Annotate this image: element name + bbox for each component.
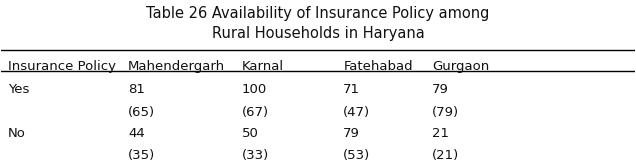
Text: 44: 44 — [128, 127, 145, 140]
Text: (67): (67) — [242, 106, 269, 119]
Text: Gurgaon: Gurgaon — [432, 60, 489, 73]
Text: 100: 100 — [242, 83, 267, 96]
Text: (79): (79) — [432, 106, 459, 119]
Text: (35): (35) — [128, 149, 155, 162]
Text: Yes: Yes — [8, 83, 29, 96]
Text: 71: 71 — [343, 83, 361, 96]
Text: 79: 79 — [432, 83, 449, 96]
Text: Insurance Policy: Insurance Policy — [8, 60, 116, 73]
Text: (33): (33) — [242, 149, 269, 162]
Text: 50: 50 — [242, 127, 259, 140]
Text: (53): (53) — [343, 149, 371, 162]
Text: Table 26 Availability of Insurance Policy among
Rural Households in Haryana: Table 26 Availability of Insurance Polic… — [146, 6, 490, 41]
Text: Mahendergarh: Mahendergarh — [128, 60, 225, 73]
Text: No: No — [8, 127, 25, 140]
Text: (21): (21) — [432, 149, 459, 162]
Text: Fatehabad: Fatehabad — [343, 60, 413, 73]
Text: 81: 81 — [128, 83, 145, 96]
Text: Karnal: Karnal — [242, 60, 284, 73]
Text: 79: 79 — [343, 127, 360, 140]
Text: 21: 21 — [432, 127, 449, 140]
Text: (65): (65) — [128, 106, 155, 119]
Text: (47): (47) — [343, 106, 370, 119]
